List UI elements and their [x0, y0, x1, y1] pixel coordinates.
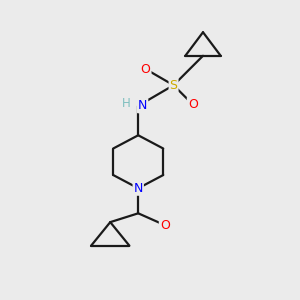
Text: O: O	[141, 62, 151, 76]
Text: O: O	[160, 219, 170, 232]
Text: O: O	[188, 98, 198, 111]
Text: S: S	[169, 79, 178, 92]
Text: H: H	[122, 97, 130, 110]
Text: N: N	[134, 182, 143, 195]
Text: N: N	[138, 99, 147, 112]
